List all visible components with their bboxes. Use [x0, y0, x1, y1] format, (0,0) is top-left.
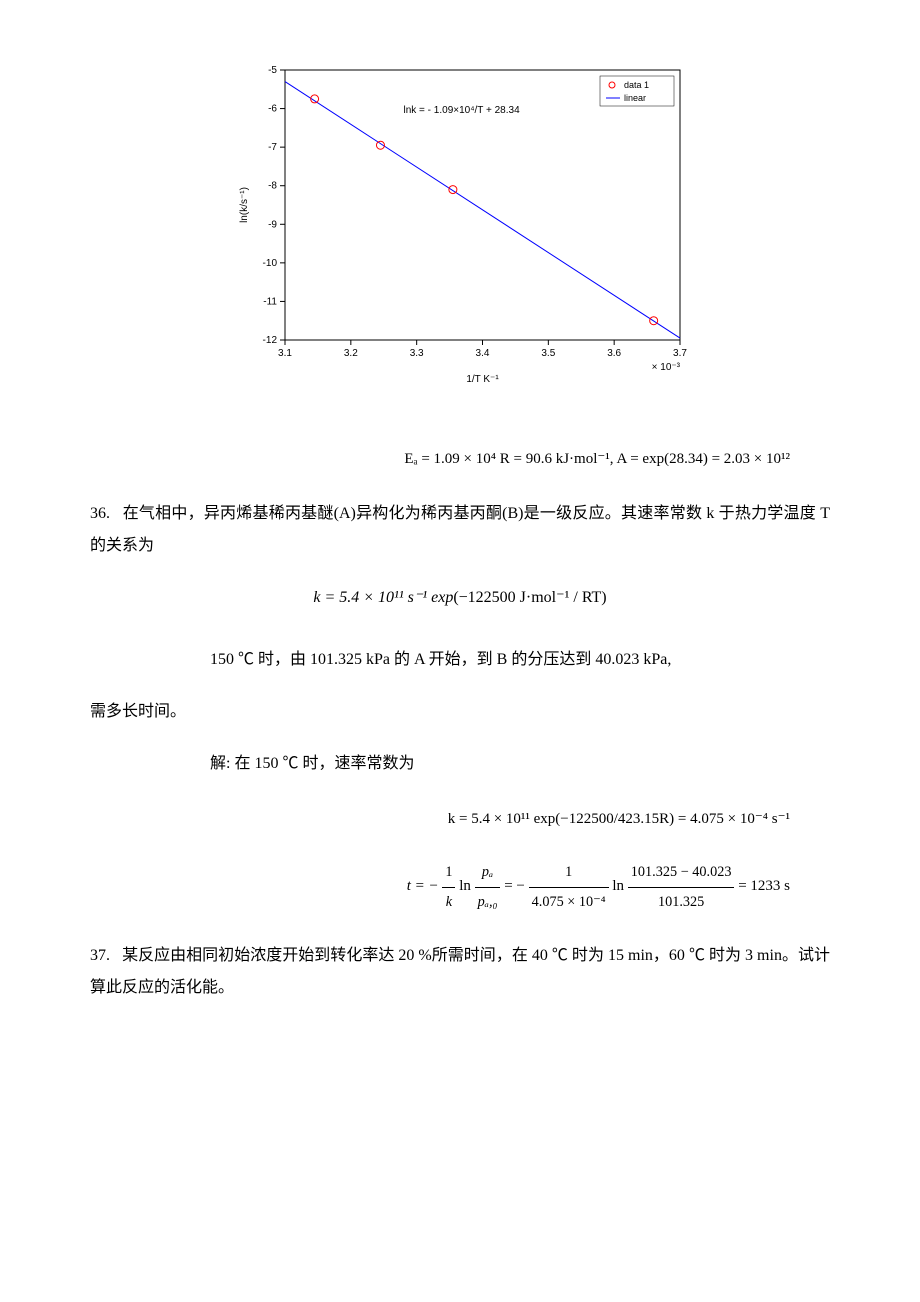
problem-37: 37. 某反应由相同初始浓度开始到转化率达 20 %所需时间，在 40 ℃ 时为…: [90, 940, 830, 1004]
svg-text:-11: -11: [263, 296, 277, 307]
sol-intro-text: 解: 在 150 ℃ 时，速率常数为: [210, 755, 414, 772]
frac2-num: pₐ: [475, 858, 501, 888]
frac4-den: 101.325: [628, 888, 735, 917]
problem-number: 37.: [90, 947, 110, 964]
frac3-num: 1: [529, 858, 609, 888]
problem-number: 36.: [90, 505, 110, 522]
t-lhs: t = −: [407, 878, 439, 894]
svg-text:-6: -6: [268, 104, 277, 115]
svg-text:3.3: 3.3: [410, 348, 424, 359]
solution-intro: 解: 在 150 ℃ 时，速率常数为: [90, 748, 830, 780]
arrhenius-equation: k = 5.4 × 10¹¹ s⁻¹ exp(−122500 J·mol⁻¹ /…: [90, 582, 830, 614]
k-value-equation: k = 5.4 × 10¹¹ exp(−122500/423.15R) = 4.…: [90, 804, 830, 834]
svg-text:lnk = - 1.09×10⁴/T + 28.34: lnk = - 1.09×10⁴/T + 28.34: [404, 105, 521, 116]
problem-36-ask: 需多长时间。: [90, 696, 830, 728]
chart-svg: 3.1 3.2 3.3 3.4 3.5 3.6 3.7 -12 -11 -10 -9 -8 -7 -6 -5…: [230, 60, 690, 420]
svg-text:× 10⁻³: × 10⁻³: [652, 362, 681, 373]
problem-36: 36. 在气相中，异丙烯基稀丙基醚(A)异构化为稀丙基丙酮(B)是一级反应。其速…: [90, 498, 830, 562]
eq-prefix: k = 5.4 × 10¹¹ s⁻¹ exp: [313, 589, 453, 606]
svg-text:data 1: data 1: [624, 80, 649, 90]
svg-text:-10: -10: [263, 258, 278, 269]
ln1: ln: [459, 878, 474, 894]
svg-text:3.5: 3.5: [541, 348, 555, 359]
problem-text: 在气相中，异丙烯基稀丙基醚(A)异构化为稀丙基丙酮(B)是一级反应。其速率常数 …: [90, 505, 830, 554]
arrhenius-chart: 3.1 3.2 3.3 3.4 3.5 3.6 3.7 -12 -11 -10 -9 -8 -7 -6 -5…: [90, 60, 830, 420]
svg-text:1/T K⁻¹: 1/T K⁻¹: [466, 374, 499, 385]
svg-text:-8: -8: [268, 181, 277, 192]
problem-36-given: 150 ℃ 时，由 101.325 kPa 的 A 开始，到 B 的分压达到 4…: [90, 644, 830, 676]
svg-text:linear: linear: [624, 93, 646, 103]
svg-text:-12: -12: [263, 335, 278, 346]
eq-inside: −122500 J·mol⁻¹ / RT: [459, 589, 602, 606]
frac1-num: 1: [442, 858, 455, 888]
svg-text:-7: -7: [268, 142, 277, 153]
eq-text: Eₐ = 1.09 × 10⁴ R = 90.6 kJ·mol⁻¹, A = e…: [404, 451, 790, 467]
svg-text:ln(k/s⁻¹): ln(k/s⁻¹): [239, 187, 250, 223]
frac1-den: k: [442, 888, 455, 917]
eq-k-val: k = 5.4 × 10¹¹ exp(−122500/423.15R) = 4.…: [448, 811, 790, 827]
svg-text:3.4: 3.4: [476, 348, 490, 359]
t-result: = 1233 s: [738, 878, 790, 894]
frac4-num: 101.325 − 40.023: [628, 858, 735, 888]
frac3-den: 4.075 × 10⁻⁴: [529, 888, 609, 917]
chart-result-equation: Eₐ = 1.09 × 10⁴ R = 90.6 kJ·mol⁻¹, A = e…: [90, 444, 830, 474]
svg-text:-5: -5: [268, 65, 277, 76]
given-text: 150 ℃ 时，由 101.325 kPa 的 A 开始，到 B 的分压达到 4…: [210, 651, 671, 668]
t-equation: t = − 1k ln pₐpₐ,₀ = − 14.075 × 10⁻⁴ ln …: [90, 858, 830, 916]
ln2: ln: [612, 878, 627, 894]
svg-text:3.6: 3.6: [607, 348, 621, 359]
svg-text:3.1: 3.1: [278, 348, 292, 359]
frac2-den: pₐ,₀: [475, 888, 501, 917]
svg-text:-9: -9: [268, 219, 277, 230]
problem-text: 某反应由相同初始浓度开始到转化率达 20 %所需时间，在 40 ℃ 时为 15 …: [90, 947, 830, 996]
svg-text:3.7: 3.7: [673, 348, 687, 359]
svg-text:3.2: 3.2: [344, 348, 358, 359]
t-mid: = −: [504, 878, 528, 894]
ask-text: 需多长时间。: [90, 703, 186, 720]
